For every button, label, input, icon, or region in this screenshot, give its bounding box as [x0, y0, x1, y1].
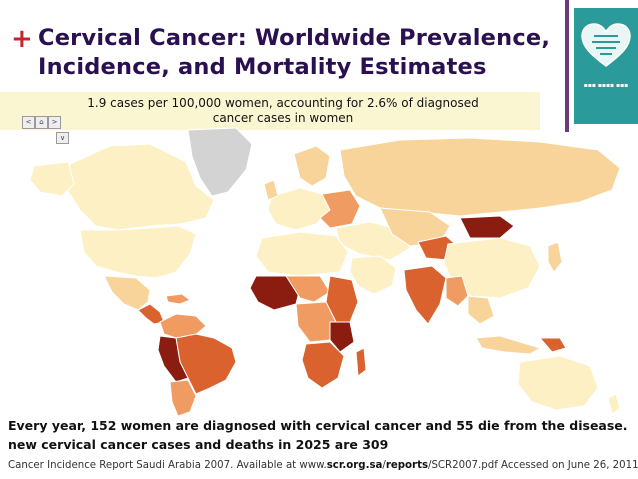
logo-lettering: ▪▪▪ ▪▪▪▪ ▪▪▪	[583, 82, 629, 89]
statement-text: Every year, 152 women are diagnosed with…	[8, 416, 633, 454]
region-saudi-arabia	[349, 255, 397, 295]
region-bangladesh-myanmar	[445, 275, 469, 307]
highlight-text: 1.9 cases per 100,000 women, accounting …	[40, 96, 526, 126]
region-western-europe	[267, 187, 331, 231]
region-eastern-europe	[319, 189, 361, 229]
region-mexico	[103, 275, 151, 311]
region-russia	[339, 137, 621, 217]
heart-logo-icon	[581, 23, 631, 67]
region-canada	[65, 143, 215, 231]
region-indonesia	[475, 335, 542, 355]
organization-logo: ▪▪▪ ▪▪▪▪ ▪▪▪	[574, 8, 638, 124]
plus-mark: +	[11, 24, 33, 54]
accent-bar	[565, 0, 569, 132]
region-southeast-asia	[467, 295, 495, 325]
source-citation: Cancer Incidence Report Saudi Arabia 200…	[8, 460, 638, 471]
region-peru-bolivia	[157, 335, 189, 383]
highlight-line-2: cancer cases in women	[212, 111, 354, 125]
region-great-lakes	[329, 321, 355, 353]
region-alaska	[29, 161, 75, 197]
region-colombia-venezuela	[159, 313, 207, 339]
region-greenland	[187, 127, 253, 197]
source-domain: scr.org.sa	[326, 460, 383, 471]
slide-title: Cervical Cancer: Worldwide Prevalence, I…	[38, 24, 558, 82]
region-uk	[263, 179, 279, 201]
region-southern-africa	[301, 341, 345, 389]
region-china	[443, 237, 541, 299]
highlight-line-1: 1.9 cases per 100,000 women, accounting …	[87, 96, 479, 110]
title-line-1: Cervical Cancer: Worldwide Prevalence,	[38, 25, 551, 51]
statement-line-2: new cervical cancer cases and deaths in …	[8, 437, 389, 452]
region-new-zealand	[607, 393, 621, 415]
world-map	[29, 127, 621, 416]
map-zoom-button[interactable]: ∨	[56, 132, 69, 144]
source-sep: /	[382, 460, 386, 471]
region-india	[403, 265, 447, 325]
region-sahel	[285, 275, 331, 303]
source-prefix: Cancer Incidence Report Saudi Arabia 200…	[8, 460, 327, 471]
region-japan	[547, 241, 563, 273]
map-home-button[interactable]: ⌂	[35, 116, 48, 129]
map-nav-controls: < ⌂ >	[22, 116, 76, 129]
highlight-band	[0, 92, 540, 130]
source-suffix: /SCR2007.pdf Accessed on June 26, 2011	[428, 460, 638, 471]
statement-line-1: Every year, 152 women are diagnosed with…	[8, 418, 628, 433]
region-australia	[517, 355, 599, 411]
title-line-2: Incidence, and Mortality Estimates	[38, 54, 487, 80]
region-scandinavia	[293, 145, 331, 187]
region-north-africa	[255, 231, 349, 277]
region-usa	[79, 225, 197, 279]
region-caribbean	[165, 293, 192, 305]
map-pan-right-button[interactable]: >	[48, 116, 61, 129]
region-argentina-chile	[169, 379, 197, 416]
map-pan-left-button[interactable]: <	[22, 116, 35, 129]
region-madagascar	[355, 347, 367, 377]
region-mongolia-north	[459, 215, 515, 239]
region-papua	[538, 337, 567, 353]
source-path: reports	[385, 460, 429, 471]
